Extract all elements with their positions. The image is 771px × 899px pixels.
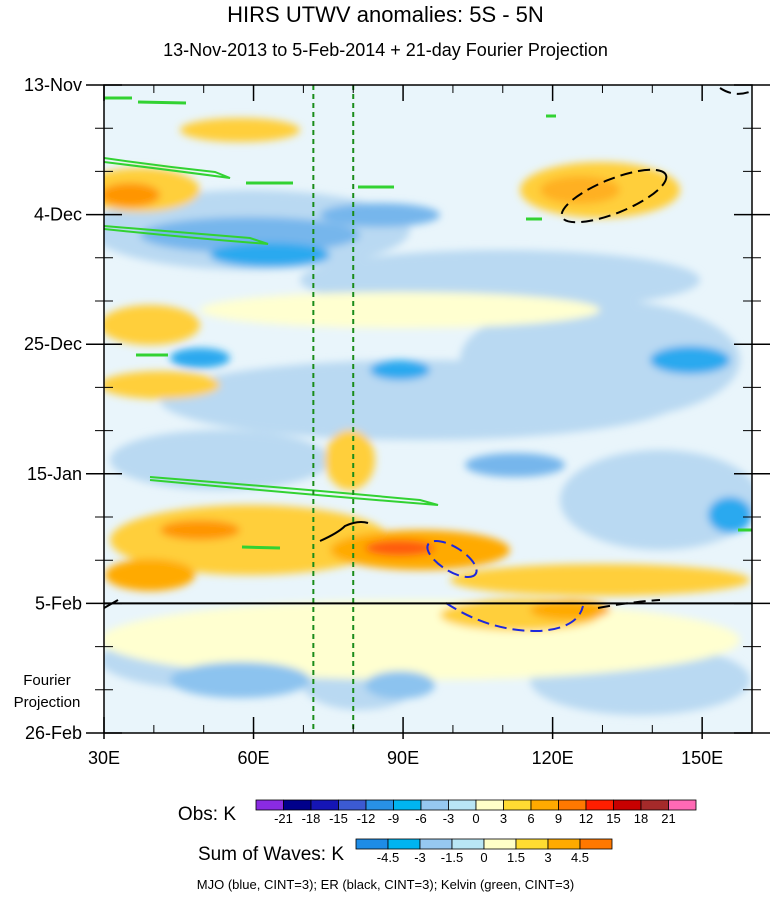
chart-axes: 13-Nov 4-Dec 25-Dec 15-Jan 5-Feb 26-Feb 30E 60E… (24, 75, 770, 768)
kelvin-contours (104, 96, 752, 550)
obs-colorbar-swatch (668, 799, 697, 811)
waves-colorbar-tick-label: -3 (414, 850, 426, 865)
fourier-label-line-2: Projection (13, 694, 81, 711)
waves-colorbar-tick-label: 1.5 (507, 850, 525, 865)
waves-colorbar-title: Sum of Waves: K (198, 844, 344, 865)
obs-colorbar-title: Obs: K (178, 804, 236, 825)
obs-colorbar-tick-label: -3 (443, 811, 455, 826)
y-tick-label: 5-Feb (35, 593, 82, 613)
obs-colorbar-swatch (475, 799, 504, 811)
chart-title: HIRS UTWV anomalies: 5S - 5N (227, 2, 544, 27)
obs-colorbar-swatch (338, 799, 367, 811)
waves-colorbar-swatch (419, 838, 453, 850)
kelvin-contour-3 (149, 476, 439, 506)
obs-colorbar-tick-label: -18 (302, 811, 321, 826)
er-contour-3 (719, 87, 752, 95)
waves-colorbar-swatch (483, 838, 517, 850)
x-tick-label: 90E (387, 748, 419, 768)
er-contours (104, 87, 752, 609)
obs-colorbar: Obs: K -21 -18 -15 -12 -9 -6 -3 0 3 6 9 12 15 18 21 (178, 799, 697, 826)
waves-colorbar-swatch (451, 838, 485, 850)
obs-colorbar-tick-label: 18 (634, 811, 648, 826)
reference-longitude-lines (312, 85, 355, 733)
kelvin-contour-2 (104, 225, 269, 245)
obs-colorbar-tick-label: -21 (274, 811, 293, 826)
er-contour-1 (560, 168, 668, 224)
obs-colorbar-swatch (283, 799, 312, 811)
obs-colorbar-tick-label: 3 (500, 811, 507, 826)
y-tick-label: 4-Dec (34, 205, 82, 225)
fourier-label-line-1: Fourier (23, 672, 71, 689)
obs-colorbar-swatch (448, 799, 477, 811)
waves-colorbar-tick-label: -1.5 (441, 850, 463, 865)
obs-colorbar-swatch (503, 799, 532, 811)
obs-colorbar-tick-label: -6 (415, 811, 427, 826)
waves-colorbar: Sum of Waves: K -4.5 -3 -1.5 0 1.5 3 4.5 (198, 838, 613, 865)
plot-frame (103, 84, 753, 734)
obs-colorbar-swatch (393, 799, 422, 811)
kelvin-segment-8 (241, 545, 281, 550)
obs-colorbar-swatch (255, 799, 284, 811)
obs-colorbar-tick-label: 15 (606, 811, 620, 826)
waves-colorbar-tick-label: 4.5 (571, 850, 589, 865)
colorbars: Obs: K -21 -18 -15 -12 -9 -6 -3 0 3 6 9 12 15 18 21 Sum … (178, 799, 697, 865)
obs-colorbar-swatch (420, 799, 449, 811)
waves-colorbar-tick-label: 3 (544, 850, 551, 865)
obs-anomaly-field (104, 118, 752, 715)
wave-legend-note: MJO (blue, CINT=3); ER (black, CINT=3); … (196, 877, 575, 892)
waves-colorbar-tick-label: 0 (480, 850, 487, 865)
y-tick-label: 13-Nov (24, 75, 82, 95)
waves-colorbar-swatch (547, 838, 581, 850)
fourier-projection-label: Fourier Projection (6, 670, 88, 714)
waves-colorbar-swatch (579, 838, 613, 850)
waves-colorbar-swatch (515, 838, 549, 850)
obs-colorbar-swatch (585, 799, 614, 811)
obs-colorbar-tick-label: 0 (472, 811, 479, 826)
kelvin-segment-2 (137, 100, 187, 105)
x-tick-label: 30E (88, 748, 120, 768)
obs-colorbar-tick-label: -9 (388, 811, 400, 826)
x-tick-label: 120E (532, 748, 574, 768)
y-tick-label: 25-Dec (24, 334, 82, 354)
obs-colorbar-swatch (365, 799, 394, 811)
obs-colorbar-swatch (530, 799, 559, 811)
obs-colorbar-tick-label: -12 (357, 811, 376, 826)
chart-subtitle: 13-Nov-2013 to 5-Feb-2014 + 21-day Fouri… (163, 40, 608, 60)
obs-colorbar-tick-label: -15 (329, 811, 348, 826)
obs-colorbar-swatch (640, 799, 669, 811)
obs-colorbar-swatch (613, 799, 642, 811)
x-tick-label: 150E (681, 748, 723, 768)
mjo-contour-2 (445, 602, 584, 633)
er-contour-2 (319, 521, 369, 542)
waves-colorbar-swatch (387, 838, 421, 850)
y-tick-label: 26-Feb (25, 723, 82, 743)
y-tick-label: 15-Jan (27, 464, 82, 484)
waves-colorbar-tick-label: -4.5 (377, 850, 399, 865)
mjo-contours (426, 540, 584, 633)
obs-colorbar-tick-label: 9 (555, 811, 562, 826)
mjo-contour-1 (426, 540, 478, 578)
x-tick-label: 60E (238, 748, 270, 768)
obs-colorbar-tick-label: 21 (661, 811, 675, 826)
kelvin-contour-1 (104, 157, 231, 179)
obs-colorbar-tick-label: 12 (579, 811, 593, 826)
obs-colorbar-swatch (310, 799, 339, 811)
er-contour-4 (597, 599, 661, 609)
obs-colorbar-tick-label: 6 (527, 811, 534, 826)
waves-colorbar-swatch (355, 838, 389, 850)
obs-colorbar-swatch (558, 799, 587, 811)
